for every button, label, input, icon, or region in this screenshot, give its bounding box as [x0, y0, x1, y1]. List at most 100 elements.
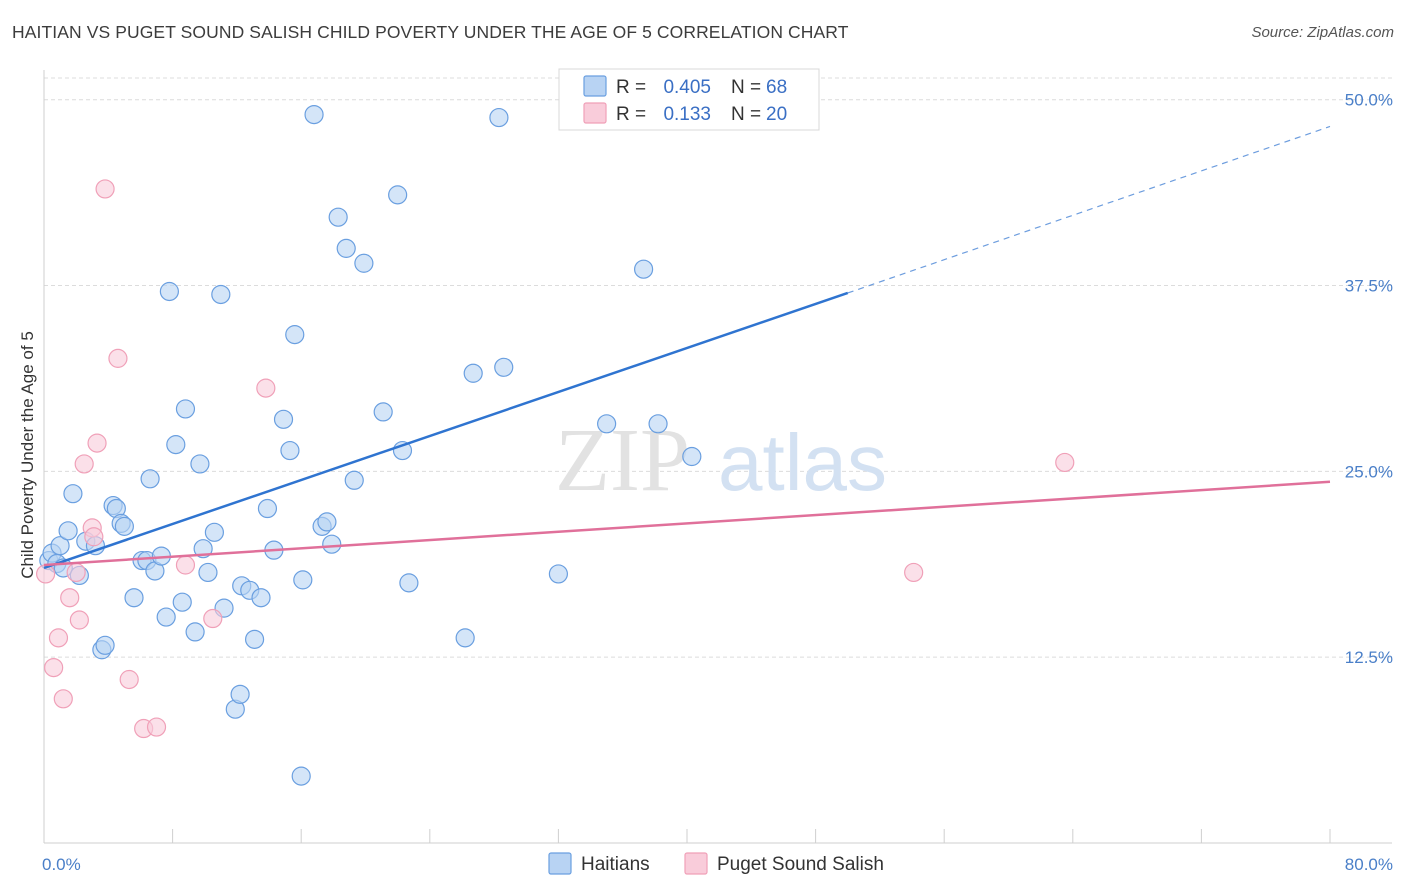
watermark-zip: ZIP [555, 411, 690, 510]
haitians-trend-line [43, 291, 849, 570]
x-tick-label: 80.0% [1345, 855, 1393, 874]
haitians-point [597, 414, 617, 434]
haitians-point [399, 573, 419, 593]
haitians-point [280, 440, 300, 461]
puget-sound-salish-point [108, 348, 128, 368]
tick-labels: 12.5% 25.0% 37.5% 50.0% 0.0% 80.0% [42, 91, 1393, 874]
trend-lines [43, 125, 1331, 570]
haitians-point [354, 253, 374, 273]
haitians-point [291, 766, 311, 786]
series-legend-label: Haitians [581, 854, 650, 875]
chart-source: Source: ZipAtlas.com [1251, 24, 1394, 41]
y-tick-label: 37.5% [1345, 277, 1393, 296]
haitians-point [172, 592, 192, 612]
puget-sound-salish-trend-line [43, 480, 1331, 567]
puget-sound-salish-point [74, 454, 94, 474]
haitians-point [317, 512, 337, 532]
haitians-point [58, 521, 78, 541]
puget-sound-salish-point [146, 717, 167, 737]
haitians-point [328, 207, 348, 227]
haitians-point [198, 562, 218, 583]
haitians-point [124, 588, 144, 608]
puget-sound-salish-point [119, 669, 139, 690]
series-legend-swatch [684, 852, 708, 875]
series-legend: Haitians Puget Sound Salish [548, 852, 884, 875]
haitians-point [211, 284, 231, 305]
puget-sound-salish-point [87, 433, 107, 453]
haitians-point [373, 402, 393, 422]
haitians-point [257, 498, 278, 519]
puget-sound-salish-point [256, 378, 276, 398]
stats-r-value: 0.133 [663, 104, 711, 125]
haitians-point [322, 534, 342, 554]
series-legend-label: Puget Sound Salish [717, 854, 884, 875]
stats-n-value: 68 [766, 77, 787, 98]
y-tick-label: 50.0% [1345, 91, 1393, 110]
haitians-point [344, 470, 364, 490]
stats-legend-swatch [583, 102, 607, 124]
haitians-point [175, 399, 196, 419]
haitians-point [185, 622, 205, 642]
haitians-point [455, 628, 475, 648]
haitians-point [63, 484, 83, 504]
puget-sound-salish-point [69, 610, 89, 630]
haitians-point [140, 469, 160, 489]
haitians-point [244, 629, 265, 649]
haitians-point [166, 435, 186, 455]
puget-sound-salish-point [66, 562, 86, 583]
haitians-point [190, 454, 210, 474]
haitians-point [633, 259, 654, 279]
haitians-point [193, 539, 213, 559]
haitians-point [114, 516, 134, 536]
haitians-point [50, 536, 70, 556]
haitians-point [494, 357, 514, 377]
stats-n-label: N = [731, 77, 761, 98]
grid-lines [44, 77, 1392, 658]
puget-sound-salish-point [44, 657, 64, 678]
haitians-point [548, 564, 569, 584]
puget-sound-salish-point [1055, 452, 1075, 473]
haitians-point [648, 414, 668, 434]
puget-sound-salish-point [95, 179, 115, 199]
stats-n-label: N = [731, 104, 761, 125]
y-tick-label: 25.0% [1345, 462, 1393, 481]
puget-sound-salish-point [175, 555, 196, 575]
haitians-point [682, 446, 702, 467]
stats-n-value: 20 [766, 104, 787, 125]
haitians-point [95, 635, 115, 655]
puget-sound-salish-point [84, 527, 104, 547]
puget-sound-salish-point [48, 628, 69, 648]
watermark-atlas: atlas [718, 418, 887, 507]
stats-r-label: R = [616, 104, 646, 125]
haitians-point [489, 107, 509, 128]
haitians-point [204, 522, 224, 542]
haitians-point [156, 607, 176, 627]
chart-title: HAITIAN VS PUGET SOUND SALISH CHILD POVE… [12, 22, 849, 42]
stats-legend: R = 0.405 N = 68 R = 0.133 N = 20 [558, 68, 820, 131]
puget-sound-salish-point [904, 562, 924, 583]
haitians-point [336, 238, 356, 258]
haitians-point [159, 281, 179, 302]
x-tick-label: 0.0% [42, 855, 81, 874]
haitians-point [304, 104, 324, 125]
watermark: ZIP atlas [555, 411, 887, 510]
haitians-point [388, 185, 408, 205]
puget-sound-salish-point [60, 588, 80, 608]
haitians-point [463, 363, 483, 383]
haitians-point [230, 684, 250, 704]
stats-r-value: 0.405 [663, 77, 711, 98]
haitians-point [293, 570, 313, 590]
haitians-point [273, 409, 294, 429]
puget-sound-salish-point [203, 608, 223, 629]
y-tick-label: 12.5% [1345, 648, 1393, 667]
haitians-point [285, 325, 305, 345]
puget-sound-salish-point [53, 689, 73, 709]
y-axis-title: Child Poverty Under the Age of 5 [18, 331, 37, 579]
haitians-point [251, 588, 271, 608]
stats-legend-swatch [583, 75, 607, 97]
haitians-trend-extension [847, 125, 1331, 294]
stats-r-label: R = [616, 77, 646, 98]
series-legend-swatch [548, 852, 572, 875]
axes [43, 70, 1392, 844]
